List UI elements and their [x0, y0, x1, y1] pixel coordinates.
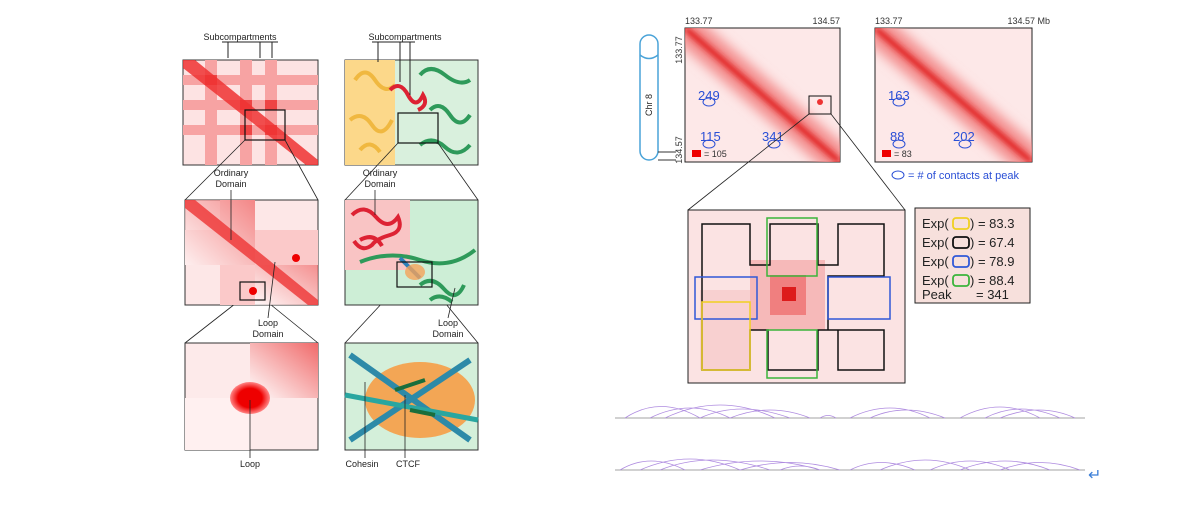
- coordinate: 133.77: [875, 16, 903, 26]
- label: Domain: [215, 179, 246, 189]
- exp-value: ) = 67.4: [970, 235, 1014, 250]
- peak-count: 88: [890, 129, 904, 144]
- peak-count: 341: [762, 129, 784, 144]
- contact-map: [874, 27, 1033, 163]
- peak-label: Peak: [922, 287, 952, 302]
- scale-label: = 83: [894, 149, 912, 159]
- exp-label: Exp(: [922, 216, 949, 231]
- label: Subcompartments: [368, 32, 442, 42]
- arc-track: [615, 404, 1085, 471]
- peak-count: 202: [953, 129, 975, 144]
- exp-value: ) = 88.4: [970, 273, 1014, 288]
- chromatin-diagram: [344, 59, 479, 166]
- peak-count: 163: [888, 88, 910, 103]
- exp-label: Exp(: [922, 235, 949, 250]
- label: Subcompartments: [203, 32, 277, 42]
- peak-count: 115: [700, 129, 721, 144]
- legend-note: = # of contacts at peak: [908, 170, 1019, 182]
- arrows: [222, 41, 415, 95]
- peak-value: = 341: [976, 287, 1009, 302]
- legend-ellipse: [891, 170, 905, 180]
- domain-diagram: [344, 199, 479, 306]
- label: Ordinary: [214, 168, 249, 178]
- coordinate: 133.77: [685, 16, 713, 26]
- exp-value: ) = 78.9: [970, 254, 1014, 269]
- contact-map: [684, 27, 841, 163]
- label: Loop: [258, 318, 278, 328]
- label: CTCF: [396, 459, 420, 469]
- label: Ordinary: [363, 168, 398, 178]
- peak-zoom: [687, 209, 906, 384]
- label: Cohesin: [345, 459, 378, 469]
- loop-matrix: [184, 342, 319, 451]
- coordinate: 134.57: [674, 136, 684, 164]
- exp-label: Exp(: [922, 273, 949, 288]
- coordinate: 134.57: [812, 16, 840, 26]
- exp-value: ) = 83.3: [970, 216, 1014, 231]
- coordinate: 133.77: [674, 36, 684, 64]
- callout-lines: [230, 190, 456, 458]
- chromosome-label: Chr 8: [644, 94, 654, 116]
- coordinate: 134.57 Mb: [1007, 16, 1050, 26]
- scale-label: = 105: [704, 149, 727, 159]
- zoom-lines: [687, 113, 906, 211]
- loop-diagram: [344, 342, 479, 451]
- return-icon: ↵: [1088, 467, 1101, 484]
- exp-label: Exp(: [922, 254, 949, 269]
- label: Loop: [438, 318, 458, 328]
- label: Domain: [364, 179, 395, 189]
- expected-legend: [914, 207, 1031, 304]
- subcompartment-matrix: [182, 59, 319, 166]
- label: Loop: [240, 459, 260, 469]
- label: Domain: [252, 329, 283, 339]
- peak-count: 249: [698, 88, 720, 103]
- label: Domain: [432, 329, 463, 339]
- domain-matrix: [184, 199, 319, 306]
- chromosome: [639, 34, 676, 161]
